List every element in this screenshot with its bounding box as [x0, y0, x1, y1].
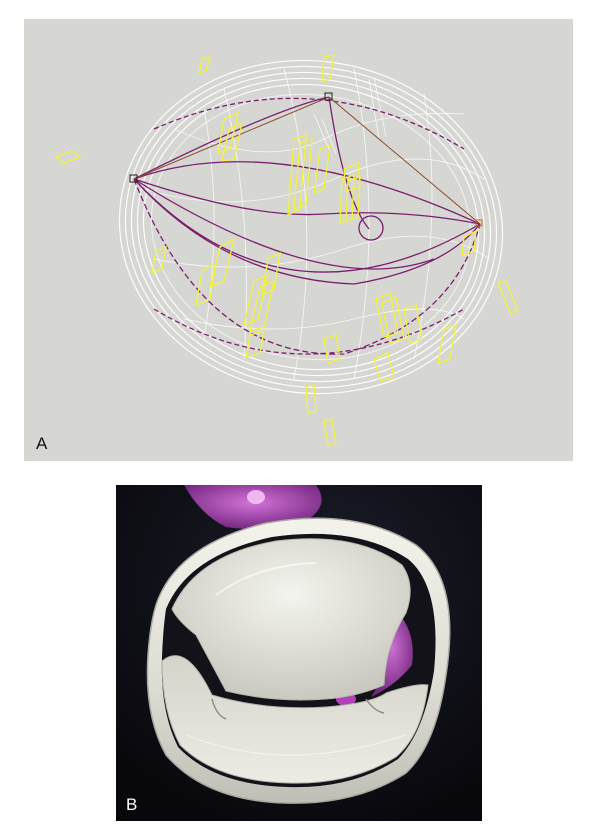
- panel-label-b: B: [126, 795, 138, 814]
- rendered-valve-graphic: [116, 485, 482, 821]
- control-lines: [133, 96, 481, 225]
- purple-tissue-right: [371, 615, 413, 697]
- anterior-leaflet: [171, 538, 411, 701]
- panel-b-rendered: B: [116, 485, 482, 821]
- marker-glyphs: [54, 54, 519, 446]
- panel-a-wireframe: A: [24, 19, 573, 461]
- wireframe-mesh: [143, 68, 490, 380]
- wireframe-ring: [118, 59, 504, 395]
- purple-tissue-top: [184, 485, 322, 529]
- wireframe-valve-graphic: [54, 54, 519, 446]
- control-points: [129, 92, 483, 227]
- leaflet-curves: [133, 96, 481, 355]
- panel-label-a: A: [36, 434, 48, 453]
- posterior-leaflet: [161, 655, 429, 784]
